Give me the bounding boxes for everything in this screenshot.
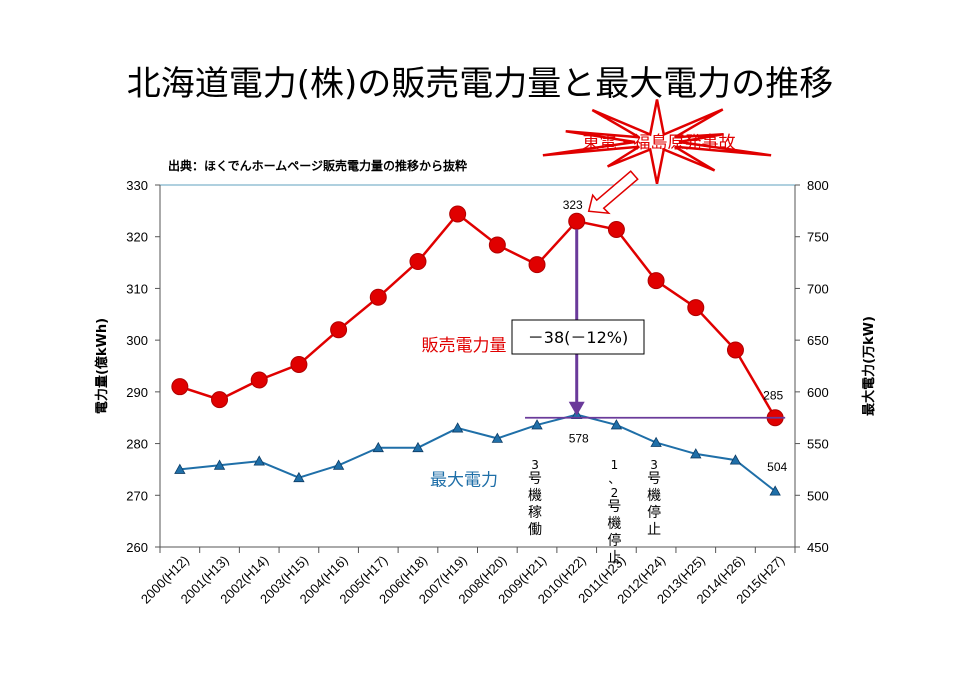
data-label: 504	[767, 460, 787, 474]
peak-point	[293, 471, 305, 483]
callout-text: 東電・福島原発事故	[583, 133, 736, 153]
annotation-char: 、	[608, 472, 620, 486]
sales-point	[369, 288, 387, 306]
annotation-char: 停	[607, 532, 621, 549]
change-label-box	[511, 319, 645, 355]
annotation-char: 号	[607, 499, 621, 515]
series-line-peak	[179, 413, 776, 492]
series-line-sales	[179, 212, 777, 419]
data-label: 323	[563, 198, 583, 212]
sales-point	[250, 371, 268, 389]
callout-arrow	[587, 170, 639, 215]
annotation-char: 止	[647, 522, 661, 538]
sales-point	[726, 341, 744, 359]
y-tick-label: 270	[126, 488, 148, 503]
peak-point	[332, 459, 345, 470]
sales-point	[647, 272, 665, 290]
drop-arrow-head	[568, 401, 585, 416]
source-note: 出典：ほくでんホームページ販売電力量の推移から抜粋	[168, 159, 468, 173]
sales-point	[409, 253, 427, 271]
y2-tick-label: 600	[807, 385, 829, 400]
peak-point	[491, 432, 504, 443]
peak-point	[412, 441, 424, 453]
sales-point	[488, 236, 506, 254]
y-tick-label: 310	[126, 281, 148, 296]
series-label-sales: 販売電力量	[421, 336, 506, 356]
annotation-char: 止	[607, 550, 621, 566]
sales-point	[449, 205, 467, 223]
peak-point	[531, 419, 543, 430]
series-label-peak: 最大電力	[430, 471, 498, 491]
callout-burst	[542, 99, 772, 185]
peak-point	[213, 459, 226, 470]
y2-tick-label: 800	[807, 178, 829, 193]
sales-point	[687, 299, 705, 317]
peak-point	[729, 454, 742, 465]
sales-point	[528, 256, 546, 274]
annotation-char: 3	[531, 458, 539, 472]
data-label: 285	[763, 389, 783, 403]
y-tick-label: 320	[126, 230, 148, 245]
y2-tick-label: 550	[807, 437, 829, 452]
peak-point	[372, 441, 384, 453]
annotation-char: 停	[647, 504, 661, 521]
sales-point	[290, 355, 308, 373]
peak-point	[650, 436, 662, 447]
annotation-char: 1	[611, 458, 619, 472]
annotation-char: 3	[650, 458, 658, 472]
y2-tick-label: 500	[807, 488, 829, 503]
sales-point	[330, 321, 348, 339]
chart-title: 北海道電力(株)の販売電力量と最大電力の推移	[126, 64, 834, 104]
annotation-char: 機	[528, 488, 542, 504]
change-label: －38(－12%)	[528, 328, 628, 347]
y-tick-label: 300	[126, 333, 148, 348]
peak-point	[769, 485, 781, 496]
peak-point	[174, 463, 186, 474]
y2-tick-label: 750	[807, 230, 829, 245]
annotation-char: 号	[528, 471, 542, 487]
y2-tick-label: 450	[807, 540, 829, 555]
y2-axis-title: 最大電力(万kW)	[861, 316, 877, 416]
peak-point	[253, 455, 265, 466]
y2-tick-label: 700	[807, 281, 829, 296]
y-tick-label: 280	[126, 437, 148, 452]
y-tick-label: 330	[126, 178, 148, 193]
y-tick-label: 260	[126, 540, 148, 555]
peak-point	[610, 419, 623, 430]
sales-point	[171, 378, 189, 396]
peak-point	[690, 448, 702, 459]
annotation-char: 2	[611, 486, 619, 500]
sales-point	[607, 220, 625, 238]
y2-tick-label: 650	[807, 333, 829, 348]
annotation-char: 働	[528, 522, 542, 538]
data-label: 578	[569, 432, 589, 446]
peak-point	[451, 422, 464, 433]
sales-point	[568, 212, 586, 230]
annotation-char: 号	[647, 471, 661, 487]
annotation-char: 機	[607, 516, 621, 532]
annotation-char: 稼	[528, 505, 542, 521]
sales-point	[211, 391, 229, 409]
y-tick-label: 290	[126, 385, 148, 400]
annotation-char: 機	[647, 488, 661, 504]
y-axis-title: 電力量(億kWh)	[94, 318, 110, 414]
